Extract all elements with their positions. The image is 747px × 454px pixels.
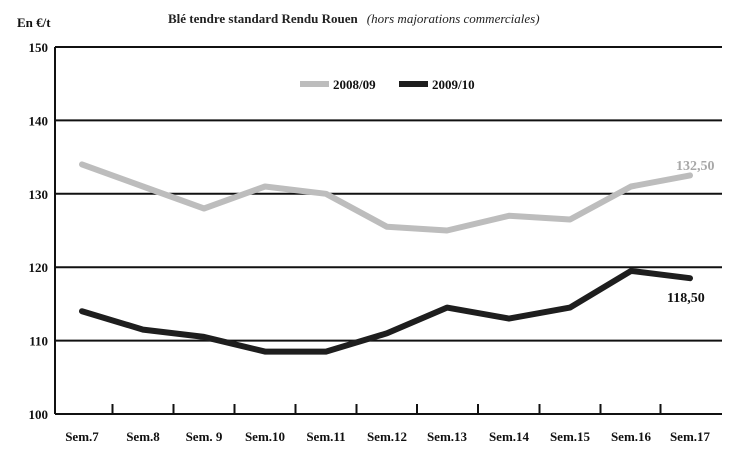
y-tick-label: 140 — [29, 113, 49, 128]
x-tick-label: Sem.10 — [245, 429, 285, 444]
y-tick-label: 120 — [29, 260, 49, 275]
x-tick-label: Sem.8 — [126, 429, 160, 444]
x-tick-label: Sem.12 — [367, 429, 407, 444]
axes — [54, 47, 722, 415]
chart-title-main: Blé tendre standard Rendu Rouen — [168, 11, 359, 26]
series-line-2009-10 — [79, 267, 693, 355]
legend-label: 2008/09 — [333, 77, 376, 92]
y-tick-label: 100 — [29, 407, 49, 422]
x-tick-label: Sem.17 — [670, 429, 711, 444]
x-tick-labels: Sem.7 Sem.8 Sem. 9 Sem.10 Sem.11 Sem.12 Sem.13… — [65, 429, 710, 444]
y-tick-label: 150 — [29, 40, 49, 55]
chart-title: Blé tendre standard Rendu Rouen (hors ma… — [168, 10, 540, 27]
end-labels: 132,50 118,50 — [667, 159, 715, 306]
legend-label: 2009/10 — [432, 77, 475, 92]
x-tick-label: Sem.7 — [65, 429, 99, 444]
legend: 2008/09 2009/10 — [300, 77, 475, 92]
y-axis-label: En €/t — [17, 15, 51, 30]
end-value-label: 118,50 — [667, 291, 705, 306]
x-tick-label: Sem.11 — [306, 429, 345, 444]
end-value-label: 132,50 — [676, 159, 715, 174]
x-tick-label: Sem.16 — [611, 429, 652, 444]
x-tick-label: Sem.14 — [489, 429, 530, 444]
y-tick-label: 130 — [29, 187, 49, 202]
x-tick-label: Sem.15 — [550, 429, 591, 444]
x-tick-label: Sem.13 — [427, 429, 468, 444]
series-line-2008-09 — [79, 161, 693, 234]
series-lines — [79, 161, 693, 355]
x-tick-label: Sem. 9 — [186, 429, 223, 444]
y-tick-labels: 100 110 120 130 140 150 — [29, 40, 49, 422]
chart-subtitle: (hors majorations commerciales) — [367, 11, 540, 26]
y-tick-label: 110 — [29, 334, 48, 349]
